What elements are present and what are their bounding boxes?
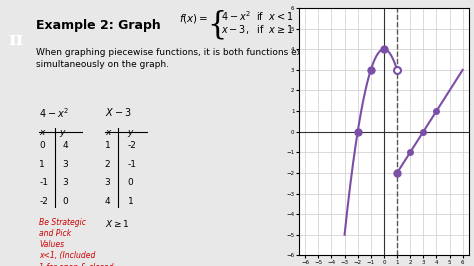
Text: 0: 0 bbox=[62, 197, 68, 206]
Text: 4: 4 bbox=[62, 141, 68, 150]
Text: $X - 3$: $X - 3$ bbox=[105, 106, 131, 118]
Text: π: π bbox=[8, 31, 23, 49]
Text: $X \geq 1$: $X \geq 1$ bbox=[105, 218, 129, 229]
Text: -1: -1 bbox=[128, 160, 137, 169]
Text: 3: 3 bbox=[62, 160, 68, 169]
Text: Be Strategic
and Pick
Values
x<1, (Included
1 for open & closed
    circle): Be Strategic and Pick Values x<1, (Inclu… bbox=[39, 218, 114, 266]
Text: y: y bbox=[59, 128, 64, 137]
Text: 3: 3 bbox=[105, 178, 110, 187]
Text: 1: 1 bbox=[39, 160, 45, 169]
Text: 0: 0 bbox=[128, 178, 133, 187]
Text: 3: 3 bbox=[62, 178, 68, 187]
Text: 2: 2 bbox=[105, 160, 110, 169]
Text: x: x bbox=[39, 128, 45, 137]
Text: When graphing piecewise functions, it is both functions existing
simultaneously : When graphing piecewise functions, it is… bbox=[36, 48, 328, 69]
Text: x: x bbox=[105, 128, 110, 137]
Text: y: y bbox=[128, 128, 133, 137]
Text: Example 2: Graph: Example 2: Graph bbox=[36, 19, 161, 32]
Text: -2: -2 bbox=[128, 141, 137, 150]
Text: $4 - x^2$  if  $x < 1$: $4 - x^2$ if $x < 1$ bbox=[221, 9, 294, 23]
Text: {: { bbox=[207, 9, 227, 40]
Text: $4 - x^2$: $4 - x^2$ bbox=[39, 106, 69, 120]
Text: 4: 4 bbox=[105, 197, 110, 206]
Text: 1: 1 bbox=[105, 141, 110, 150]
Text: -2: -2 bbox=[39, 197, 48, 206]
Text: $f(x) = $: $f(x) = $ bbox=[179, 12, 208, 25]
Text: 1: 1 bbox=[128, 197, 133, 206]
Text: -1: -1 bbox=[39, 178, 48, 187]
Text: $x - 3,$  if  $x \geq 1$: $x - 3,$ if $x \geq 1$ bbox=[221, 23, 294, 36]
Text: 0: 0 bbox=[39, 141, 45, 150]
